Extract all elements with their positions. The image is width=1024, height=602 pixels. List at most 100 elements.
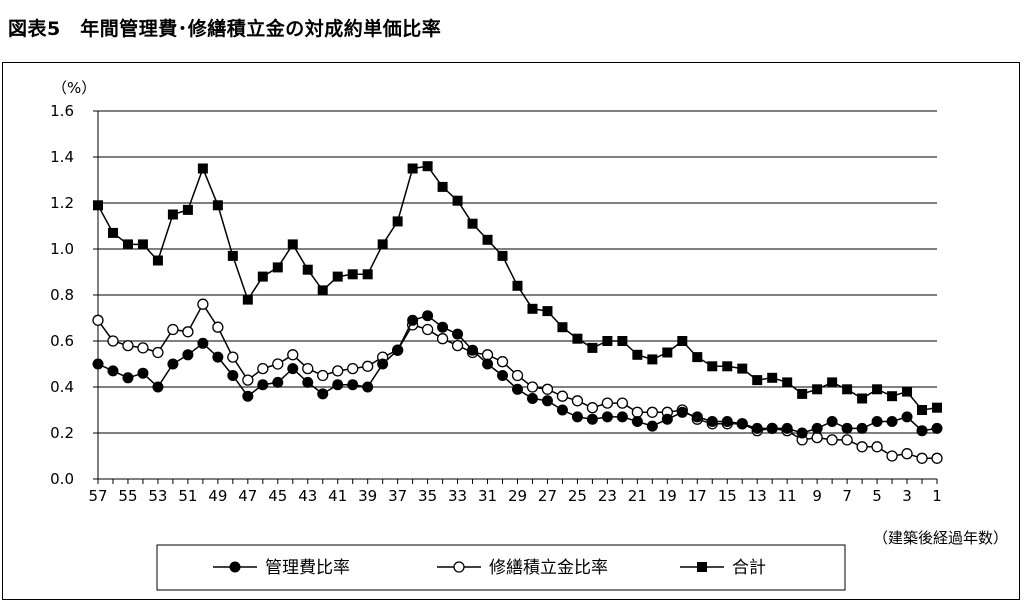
- data-point: [272, 358, 284, 370]
- data-point: [122, 339, 134, 352]
- data-point: [826, 416, 838, 427]
- data-point: [317, 388, 329, 400]
- data-point: [421, 323, 434, 336]
- data-point: [272, 262, 283, 273]
- data-point: [362, 269, 373, 280]
- data-point: [167, 323, 179, 336]
- data-point: [932, 402, 942, 413]
- x-tick-label: 45: [268, 487, 287, 505]
- data-point: [692, 352, 703, 363]
- x-tick-label: 53: [148, 487, 167, 505]
- data-point: [257, 379, 269, 391]
- x-tick-label: 21: [628, 487, 647, 505]
- x-tick-label: 23: [598, 487, 617, 505]
- data-point: [571, 411, 583, 423]
- x-tick-labels: 57 55 53 51 49 47 45 43 41 39 37 35 33 31 29 27 25 23 21 19…: [88, 487, 941, 505]
- data-point: [556, 390, 569, 402]
- data-point: [242, 390, 254, 402]
- data-point: [796, 427, 808, 439]
- data-point: [122, 239, 133, 250]
- legend-marker: [229, 561, 241, 573]
- data-point: [422, 161, 433, 172]
- data-point: [377, 239, 388, 250]
- data-point: [886, 450, 898, 462]
- data-point: [571, 395, 584, 407]
- data-point: [302, 376, 314, 388]
- data-point: [152, 381, 164, 393]
- data-point: [826, 434, 838, 446]
- data-point: [362, 381, 374, 393]
- data-point: [811, 431, 823, 444]
- data-point: [541, 383, 554, 395]
- data-point: [871, 441, 883, 453]
- legend-marker: [453, 561, 465, 573]
- x-tick-label: 37: [388, 487, 407, 505]
- data-point: [632, 349, 643, 360]
- y-tick-label: 0.6: [50, 332, 74, 350]
- data-point: [886, 416, 898, 427]
- data-point: [662, 347, 673, 358]
- data-point: [542, 306, 553, 317]
- data-point: [496, 356, 509, 368]
- data-point: [751, 422, 763, 434]
- data-point: [782, 377, 793, 388]
- data-point: [646, 420, 658, 432]
- data-point: [152, 346, 164, 359]
- x-tick-label: 55: [118, 487, 137, 505]
- chart-title: 図表5 年間管理費･修繕積立金の対成約単価比率: [8, 18, 442, 40]
- y-tick-label: 0.0: [50, 470, 74, 488]
- data-point: [317, 285, 328, 296]
- y-tick-label: 1.0: [50, 240, 74, 258]
- data-point: [302, 362, 314, 375]
- data-point: [137, 239, 148, 250]
- data-point: [347, 362, 359, 375]
- series-2: [92, 298, 943, 464]
- data-point: [137, 342, 149, 354]
- x-tick-label: 41: [328, 487, 347, 505]
- x-tick-label: 9: [812, 487, 822, 505]
- data-point: [811, 422, 823, 434]
- data-point: [452, 328, 464, 340]
- data-point: [706, 416, 718, 427]
- data-point: [212, 351, 224, 363]
- data-point: [676, 406, 688, 418]
- data-point: [646, 406, 658, 418]
- data-point: [392, 344, 404, 356]
- data-point: [856, 422, 868, 434]
- data-point: [512, 280, 523, 291]
- series-line: [97, 302, 937, 460]
- data-point: [407, 314, 419, 326]
- data-point: [452, 195, 463, 206]
- data-point: [677, 336, 688, 346]
- data-point: [227, 370, 239, 381]
- data-point: [827, 377, 838, 388]
- data-point: [392, 216, 403, 227]
- y-axis-label: （%）: [52, 79, 96, 97]
- data-point: [451, 339, 464, 352]
- data-point: [107, 227, 118, 238]
- data-point: [721, 416, 733, 427]
- data-point: [616, 397, 629, 409]
- data-point: [287, 239, 298, 250]
- x-tick-label: 25: [568, 487, 587, 505]
- series-1: [92, 310, 943, 439]
- data-point: [587, 342, 598, 353]
- data-point: [212, 321, 224, 333]
- data-point: [242, 294, 253, 305]
- data-point: [422, 310, 434, 322]
- data-point: [616, 411, 628, 423]
- x-tick-label: 39: [358, 487, 377, 505]
- data-point: [752, 375, 763, 386]
- x-tick-label: 29: [508, 487, 527, 505]
- legend-label: 修繕積立金比率: [489, 558, 608, 578]
- data-point: [902, 386, 913, 397]
- data-point: [812, 384, 823, 395]
- data-point: [781, 422, 793, 434]
- data-point: [317, 369, 329, 382]
- data-point: [182, 326, 194, 338]
- data-point: [661, 413, 673, 425]
- data-point: [841, 434, 853, 446]
- data-point: [916, 425, 928, 437]
- data-point: [467, 218, 478, 229]
- data-point: [556, 404, 568, 416]
